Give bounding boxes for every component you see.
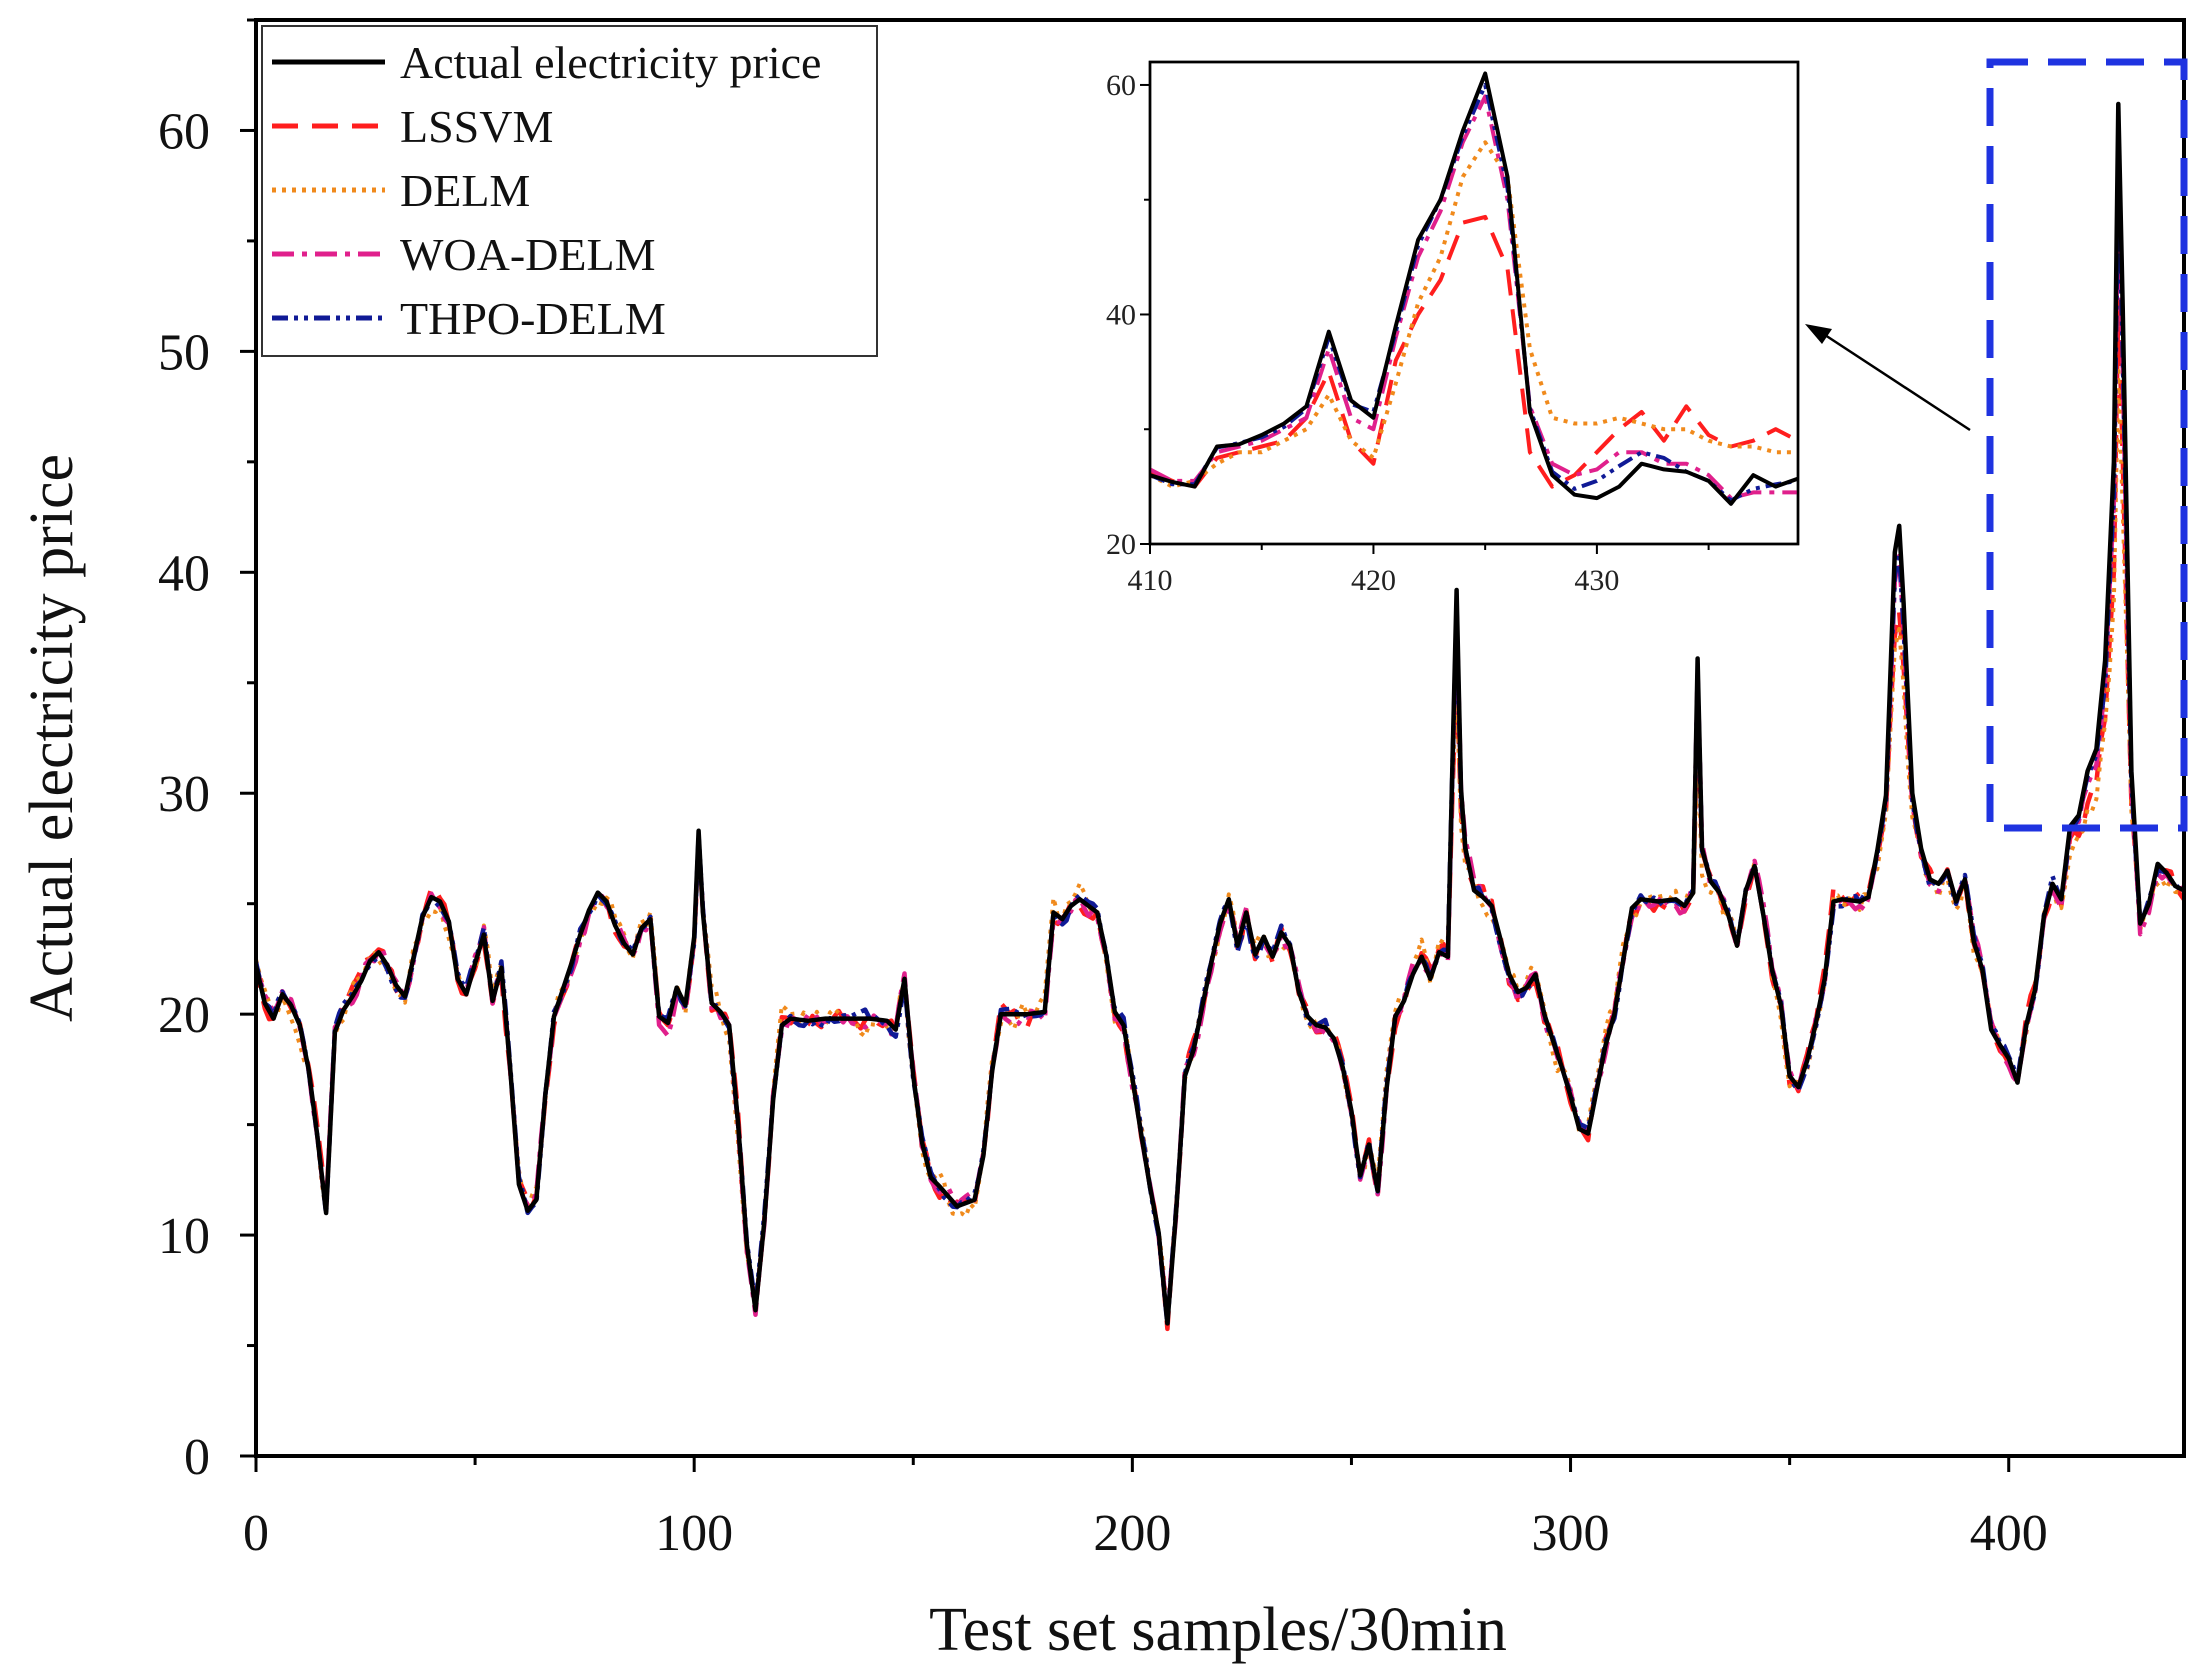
inset-y-tick-label: 60 — [1106, 69, 1136, 102]
inset-frame — [1148, 60, 1800, 546]
x-axis-title: Test set samples/30min — [929, 1596, 1507, 1664]
x-axis: 0 100 200 300 400 — [243, 1456, 2048, 1562]
y-tick-label: 10 — [158, 1208, 210, 1265]
zoom-arrow — [1805, 324, 1971, 432]
y-tick-label: 30 — [158, 766, 210, 823]
inset-x-tick-label: 430 — [1574, 564, 1619, 597]
y-tick-label: 50 — [158, 324, 210, 381]
y-tick-label: 20 — [158, 987, 210, 1044]
y-tick-label: 60 — [158, 103, 210, 160]
x-tick-label: 100 — [655, 1505, 733, 1562]
y-axis-title: Actual electricity price — [18, 454, 86, 1022]
legend-label-woa-delm: WOA-DELM — [400, 229, 656, 280]
x-tick-label: 0 — [243, 1505, 269, 1562]
inset-x-tick-label: 410 — [1128, 564, 1173, 597]
series-line-actual-electricity-price — [256, 101, 2184, 1326]
inset-series-line-lssvm — [1150, 214, 1798, 489]
x-tick-label: 300 — [1532, 1505, 1610, 1562]
y-axis: 0 10 20 30 40 50 60 — [158, 18, 256, 1486]
legend: Actual electricity price LSSVM DELM WOA-DEL… — [261, 25, 878, 357]
x-tick-label: 400 — [1970, 1505, 2048, 1562]
inset-series-line-delm — [1150, 140, 1798, 489]
legend-label-lssvm: LSSVM — [400, 101, 553, 152]
inset-series-line-woa-delm — [1150, 94, 1798, 501]
inset-x-tick-label: 420 — [1351, 564, 1396, 597]
inset-series-group — [1150, 71, 1798, 506]
inset-series-line-actual-electricity-price — [1150, 71, 1798, 506]
legend-label-actual-electricity-price: Actual electricity price — [400, 37, 821, 88]
main-series-group — [256, 101, 2184, 1332]
inset-y-axis: 20 40 60 — [1106, 69, 1150, 561]
y-tick-label: 0 — [184, 1429, 210, 1486]
legend-label-thpo-delm: THPO-DELM — [400, 293, 666, 344]
x-tick-label: 200 — [1093, 1505, 1171, 1562]
zoom-region-box — [1986, 58, 2188, 832]
legend-label-delm: DELM — [400, 165, 530, 216]
y-tick-label: 40 — [158, 545, 210, 602]
inset-x-axis: 410 420 430 — [1128, 544, 1710, 597]
inset-y-tick-label: 40 — [1106, 298, 1136, 331]
inset-y-tick-label: 20 — [1106, 528, 1136, 561]
inset-zoom-panel: 410 420 430 20 40 60 — [1106, 60, 1800, 597]
